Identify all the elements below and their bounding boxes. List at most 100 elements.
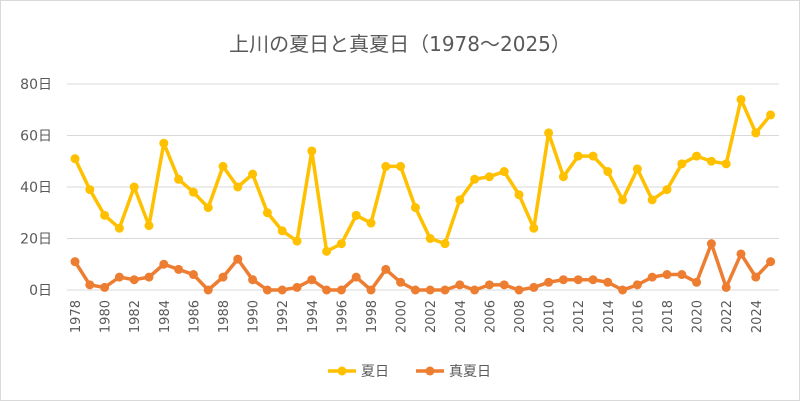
y-tick-label: 40日 — [20, 180, 52, 196]
data-point — [499, 167, 509, 177]
data-point — [248, 169, 258, 179]
data-point — [766, 257, 776, 267]
data-point — [544, 128, 554, 138]
data-point — [484, 280, 494, 290]
data-point — [70, 257, 80, 267]
data-point — [174, 174, 184, 184]
data-point — [632, 164, 642, 174]
data-point — [440, 239, 450, 249]
data-point — [455, 280, 465, 290]
data-point — [721, 159, 731, 169]
data-point — [692, 277, 702, 287]
y-tick-label: 60日 — [20, 129, 52, 145]
x-tick-label: 2016 — [631, 300, 646, 333]
data-point — [603, 167, 613, 177]
data-point — [351, 210, 361, 220]
data-point — [381, 161, 391, 171]
x-tick-label: 2008 — [513, 300, 528, 333]
data-point — [706, 239, 716, 249]
data-point — [218, 161, 228, 171]
data-point — [292, 236, 302, 246]
data-point — [751, 272, 761, 282]
legend-marker-0 — [337, 366, 347, 376]
x-tick-label: 2018 — [661, 300, 676, 333]
data-point — [277, 226, 287, 236]
data-point — [558, 275, 568, 285]
x-tick-label: 2024 — [750, 300, 765, 333]
data-point — [618, 285, 628, 295]
x-tick-label: 2000 — [395, 300, 410, 333]
data-point — [292, 282, 302, 292]
x-tick-label: 2020 — [691, 300, 706, 333]
data-point — [514, 190, 524, 200]
x-tick-label: 1988 — [217, 300, 232, 333]
data-point — [100, 282, 110, 292]
x-tick-label: 1992 — [276, 300, 291, 333]
data-point — [336, 285, 346, 295]
x-tick-label: 2022 — [720, 300, 735, 333]
chart-title: 上川の夏日と真夏日（1978～2025） — [229, 32, 571, 56]
data-point — [70, 154, 80, 164]
y-tick-label: 80日 — [20, 77, 52, 93]
data-point — [588, 275, 598, 285]
data-point — [632, 280, 642, 290]
data-point — [588, 151, 598, 161]
data-point — [307, 146, 317, 156]
data-point — [396, 161, 406, 171]
data-point — [174, 264, 184, 274]
data-point — [366, 285, 376, 295]
legend-marker-1 — [425, 366, 435, 376]
data-point — [129, 275, 139, 285]
data-point — [618, 195, 628, 205]
data-point — [470, 285, 480, 295]
data-point — [100, 210, 110, 220]
x-tick-label: 2004 — [454, 300, 469, 333]
data-point — [573, 275, 583, 285]
data-point — [706, 156, 716, 166]
data-point — [751, 128, 761, 138]
data-point — [277, 285, 287, 295]
data-point — [203, 203, 213, 213]
data-point — [218, 272, 228, 282]
data-point — [470, 174, 480, 184]
data-point — [647, 195, 657, 205]
x-tick-label: 1994 — [306, 300, 321, 333]
data-point — [159, 138, 169, 148]
data-point — [114, 272, 124, 282]
data-point — [351, 272, 361, 282]
data-point — [766, 110, 776, 120]
x-tick-label: 1978 — [69, 300, 84, 333]
data-point — [233, 182, 243, 192]
data-point — [322, 285, 332, 295]
data-point — [514, 285, 524, 295]
data-point — [736, 249, 746, 259]
data-point — [440, 285, 450, 295]
legend-label-0: 夏日 — [361, 364, 389, 380]
data-point — [410, 203, 420, 213]
data-point — [455, 195, 465, 205]
data-point — [484, 172, 494, 182]
data-point — [144, 272, 154, 282]
x-tick-label: 1990 — [247, 300, 262, 333]
data-point — [677, 159, 687, 169]
data-point — [262, 285, 272, 295]
data-point — [336, 239, 346, 249]
data-point — [425, 234, 435, 243]
x-tick-label: 2010 — [543, 300, 558, 333]
data-point — [114, 223, 124, 233]
x-tick-label: 1982 — [128, 300, 143, 333]
data-point — [677, 270, 687, 280]
y-tick-label: 20日 — [20, 232, 52, 248]
data-point — [647, 272, 657, 282]
data-point — [558, 172, 568, 182]
data-point — [322, 246, 332, 256]
data-point — [159, 259, 169, 269]
data-point — [129, 182, 139, 192]
data-point — [544, 277, 554, 287]
data-point — [529, 223, 539, 233]
x-tick-label: 2006 — [483, 300, 498, 333]
data-point — [188, 270, 198, 280]
x-tick-label: 2002 — [424, 300, 439, 333]
